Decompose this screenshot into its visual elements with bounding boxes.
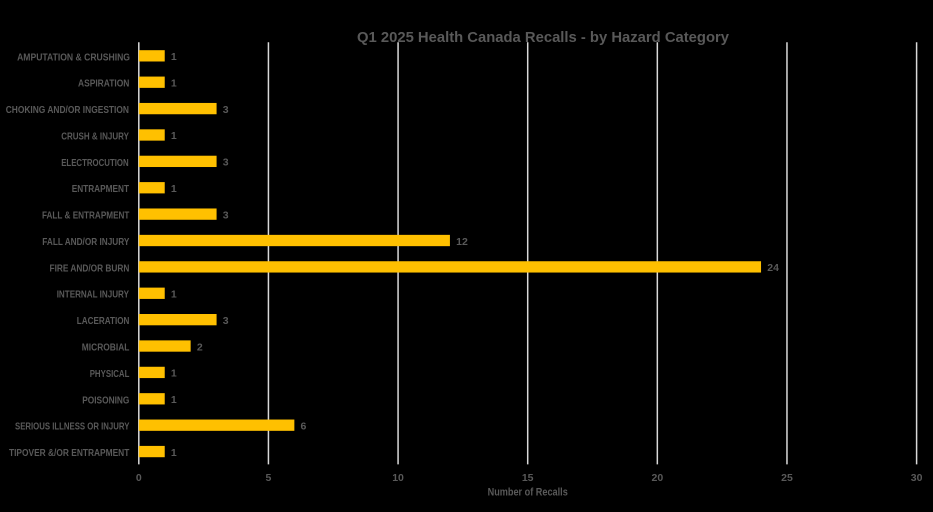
svg-text:1: 1 [171,130,177,142]
svg-text:CRUSH & INJURY: CRUSH & INJURY [61,130,129,142]
svg-text:3: 3 [223,104,229,116]
svg-text:1: 1 [171,289,177,301]
svg-text:5: 5 [266,472,272,484]
svg-text:SERIOUS ILLNESS OR INJURY: SERIOUS ILLNESS OR INJURY [15,421,129,433]
svg-text:10: 10 [392,472,404,484]
svg-text:FIRE AND/OR BURN: FIRE AND/OR BURN [50,262,130,274]
svg-text:1: 1 [171,447,177,459]
svg-text:Q1 2025 Health Canada Recalls: Q1 2025 Health Canada Recalls - by Hazar… [357,29,730,46]
svg-text:6: 6 [301,420,307,432]
svg-text:3: 3 [223,157,229,169]
svg-text:FALL & ENTRAPMENT: FALL & ENTRAPMENT [42,210,130,222]
svg-text:1: 1 [171,368,177,380]
svg-text:1: 1 [171,51,177,63]
svg-text:3: 3 [223,315,229,327]
svg-text:1: 1 [171,183,177,195]
svg-text:INTERNAL INJURY: INTERNAL INJURY [57,289,129,301]
svg-text:25: 25 [781,472,793,484]
svg-text:ASPIRATION: ASPIRATION [78,78,129,90]
svg-text:TIPOVER &/OR ENTRAPMENT: TIPOVER &/OR ENTRAPMENT [9,447,130,459]
svg-text:CHOKING AND/OR INGESTION: CHOKING AND/OR INGESTION [6,104,129,116]
svg-text:PHYSICAL: PHYSICAL [90,368,130,380]
svg-text:ELECTROCUTION: ELECTROCUTION [61,157,129,169]
svg-text:0: 0 [136,472,142,484]
svg-text:POISONING: POISONING [82,394,129,406]
svg-text:2: 2 [197,341,203,353]
svg-text:20: 20 [651,472,663,484]
svg-text:Number of Recalls: Number of Recalls [488,487,568,499]
svg-text:MICROBIAL: MICROBIAL [82,341,130,353]
svg-text:3: 3 [223,209,229,221]
svg-text:AMPUTATION & CRUSHING: AMPUTATION & CRUSHING [17,51,130,63]
svg-text:ENTRAPMENT: ENTRAPMENT [72,183,130,195]
svg-text:FALL AND/OR INJURY: FALL AND/OR INJURY [42,236,129,248]
svg-text:LACERATION: LACERATION [77,315,130,327]
svg-text:1: 1 [171,77,177,89]
svg-text:15: 15 [522,472,534,484]
svg-text:24: 24 [767,262,779,274]
svg-text:12: 12 [456,236,468,248]
svg-text:1: 1 [171,394,177,406]
svg-text:30: 30 [911,472,923,484]
